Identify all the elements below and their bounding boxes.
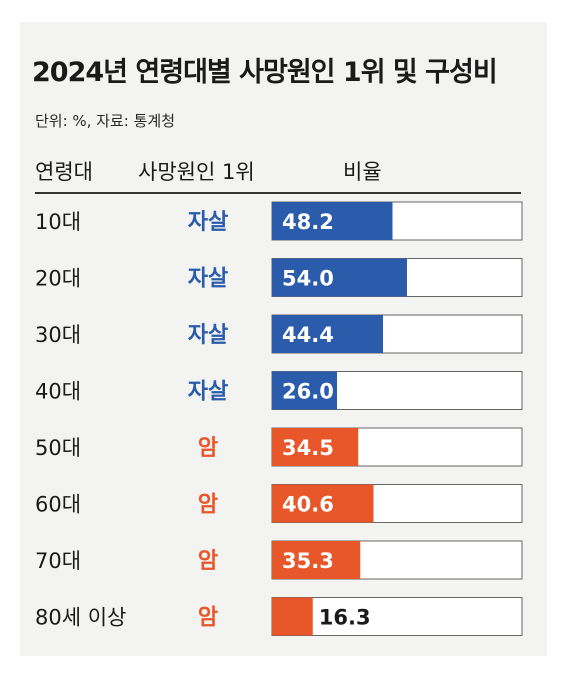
bar-fill <box>272 428 359 466</box>
column-header-cause: 사망원인 1위 <box>138 160 255 184</box>
cause-label: 암 <box>198 436 218 461</box>
data-label: 34.5 <box>282 436 334 460</box>
cause-label: 자살 <box>188 210 228 235</box>
bar-fill <box>272 484 374 523</box>
age-group-label: 30대 <box>35 323 81 347</box>
bar-fill <box>272 597 313 636</box>
data-label: 54.0 <box>282 267 334 291</box>
data-label: 35.3 <box>282 549 334 573</box>
data-label: 40.6 <box>282 493 334 517</box>
data-label: 48.2 <box>282 210 334 234</box>
bar-fill <box>272 371 337 410</box>
age-group-label: 40대 <box>35 380 81 404</box>
data-label: 26.0 <box>282 380 334 404</box>
cause-label: 암 <box>198 493 218 518</box>
age-group-label: 20대 <box>35 267 81 291</box>
column-header-age: 연령대 <box>35 160 93 184</box>
chart-title: 2024년 연령대별 사망원인 1위 및 구성비 <box>32 57 498 88</box>
bar-fill <box>272 315 383 353</box>
age-group-label: 50대 <box>35 436 81 460</box>
bar-fill <box>272 202 393 240</box>
bar-track <box>271 597 523 636</box>
header-divider <box>35 192 521 194</box>
cause-label: 암 <box>198 606 218 631</box>
data-label: 44.4 <box>282 323 334 347</box>
cause-label: 자살 <box>188 323 228 348</box>
age-group-label: 60대 <box>35 493 81 517</box>
cause-label: 자살 <box>188 380 228 405</box>
age-group-label: 80세 이상 <box>35 606 126 630</box>
bar-fill <box>272 541 361 579</box>
age-group-label: 10대 <box>35 210 81 234</box>
cause-label: 암 <box>198 549 218 574</box>
column-header-ratio: 비율 <box>343 160 382 184</box>
unit-source-note: 단위: %, 자료: 통계청 <box>35 112 176 130</box>
cause-label: 자살 <box>188 267 228 292</box>
data-label: 16.3 <box>319 606 371 630</box>
age-group-label: 70대 <box>35 549 81 573</box>
bar-fill <box>272 258 407 297</box>
